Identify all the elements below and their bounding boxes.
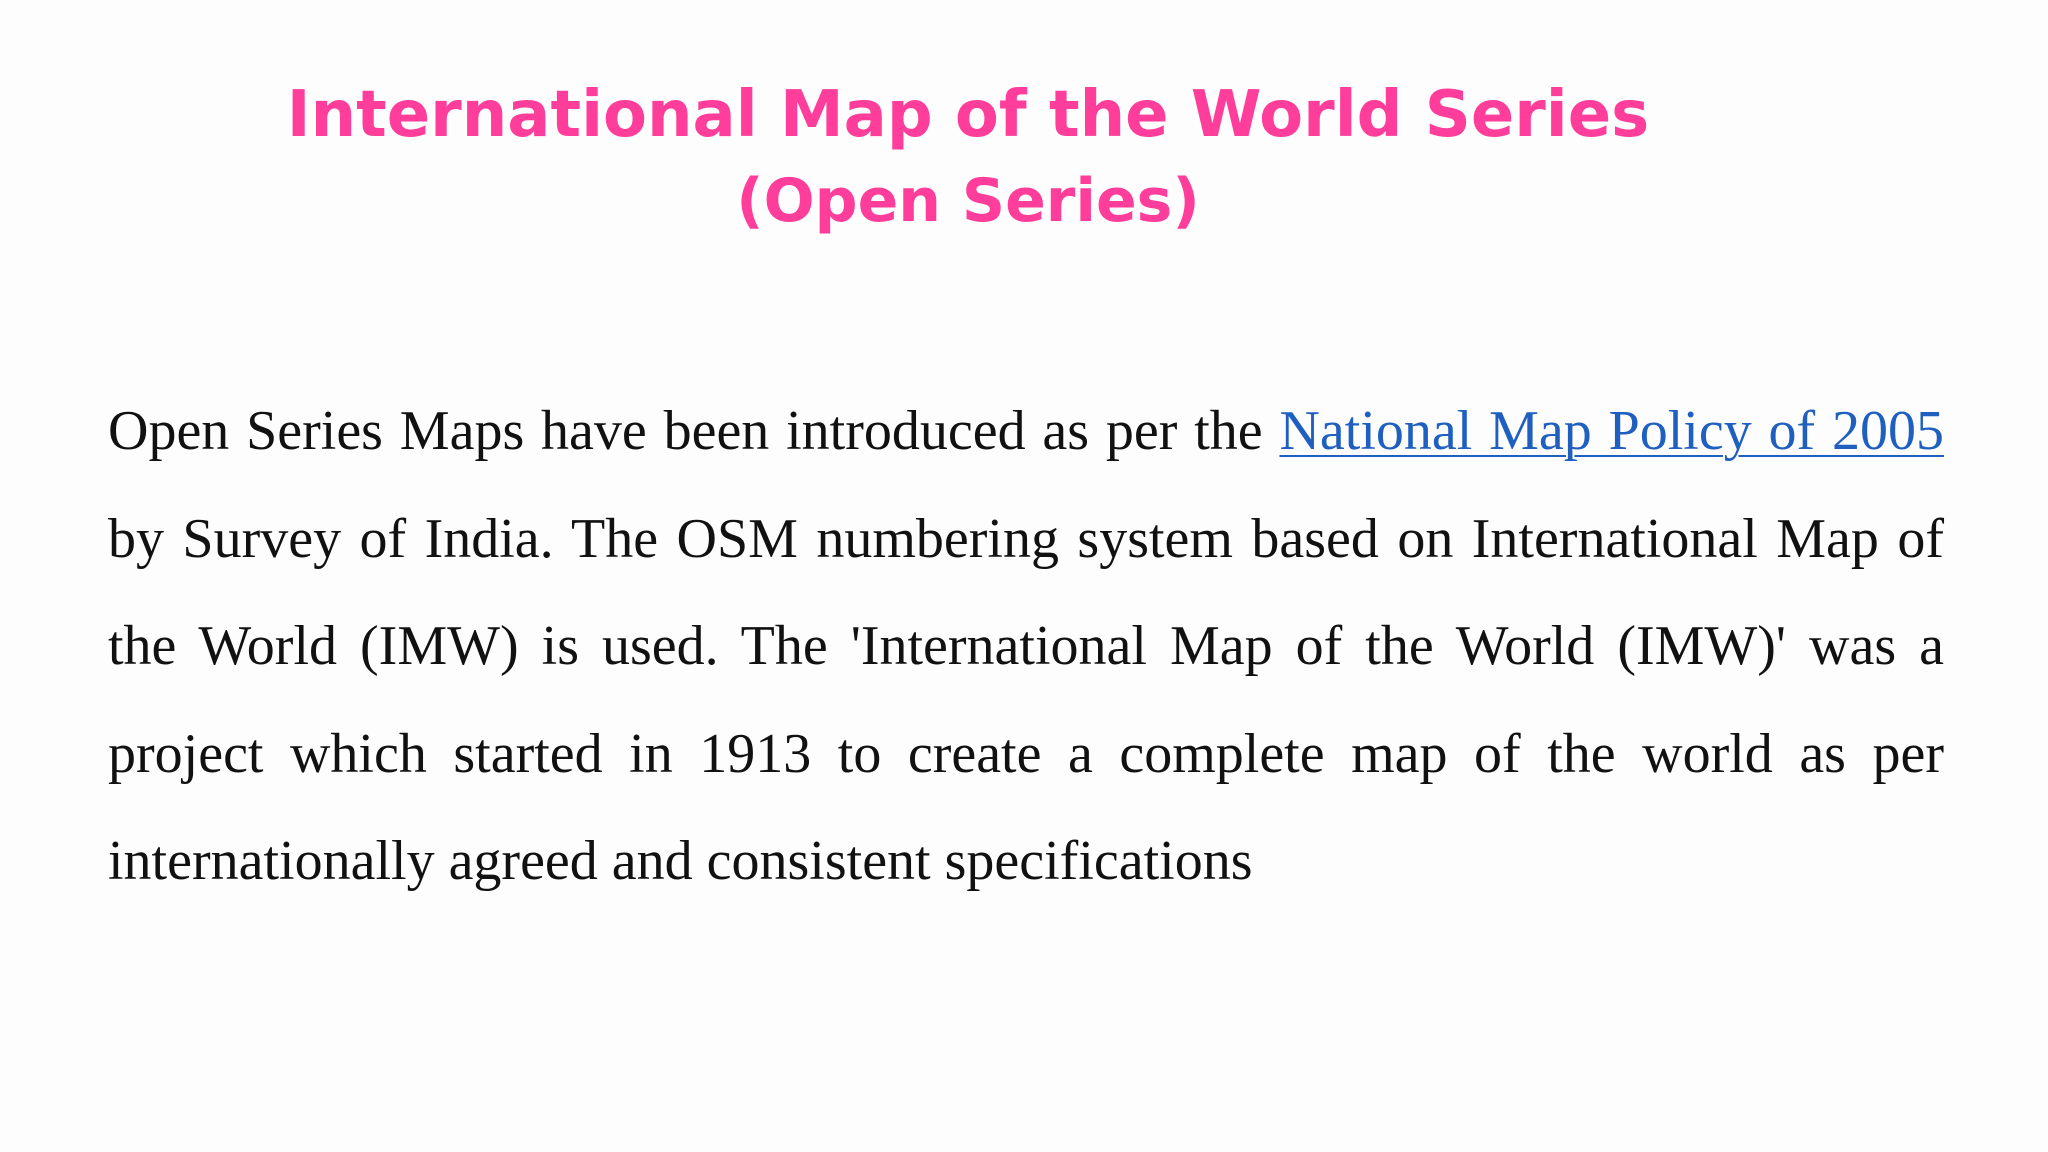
paragraph-intro-text: Open Series Maps have been introduced as… bbox=[108, 400, 1280, 462]
slide-title: International Map of the World Series (O… bbox=[0, 72, 1936, 244]
paragraph-continuation-text: by Survey of India. The OSM numbering sy… bbox=[108, 507, 1944, 893]
title-line-main: International Map of the World Series bbox=[286, 78, 1650, 152]
title-line-subtitle: (Open Series) bbox=[736, 166, 1200, 236]
national-map-policy-link[interactable]: National Map Policy of 2005 bbox=[1279, 400, 1944, 462]
body-paragraph: Open Series Maps have been introduced as… bbox=[108, 378, 1944, 916]
